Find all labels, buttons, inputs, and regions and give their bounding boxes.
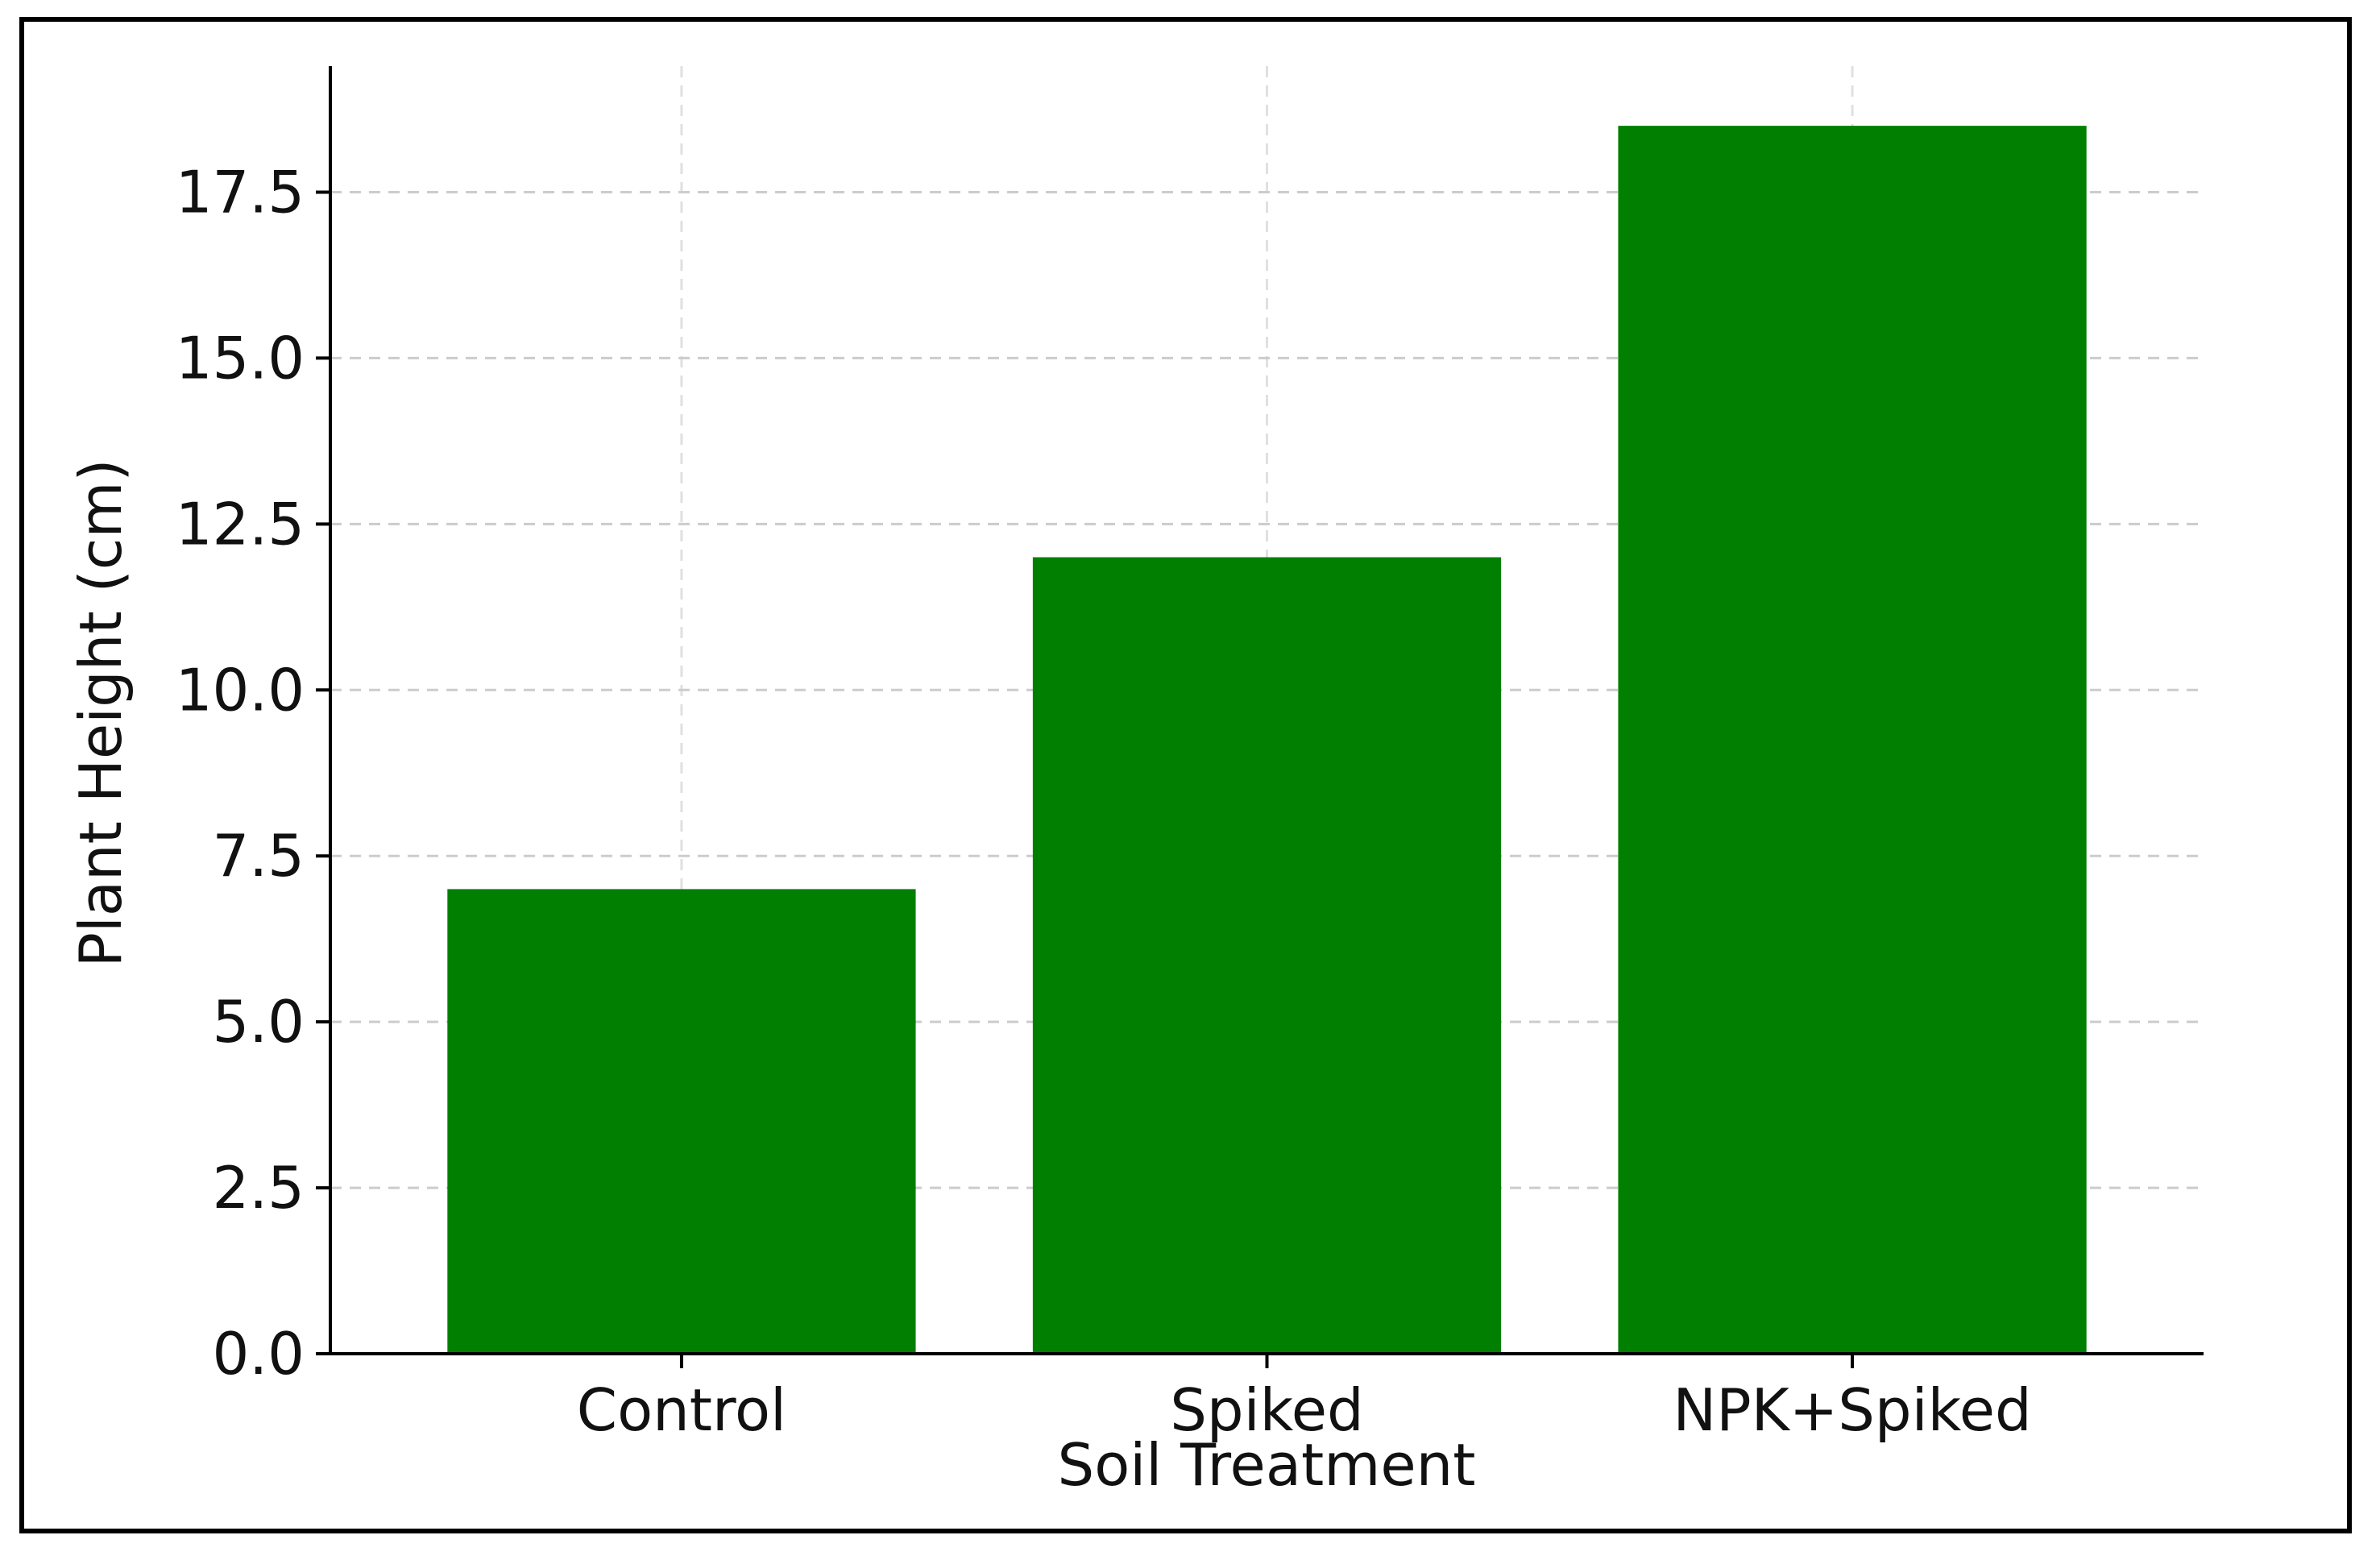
axes-layer [316, 66, 2204, 1368]
bar-npk-spiked [1618, 126, 2087, 1354]
bar-spiked [1032, 557, 1502, 1354]
y-tick-label: 2.5 [212, 1154, 305, 1222]
y-axis-title: Plant Height (cm) [67, 459, 135, 967]
y-tick-label: 10.0 [176, 656, 305, 724]
x-tick-label: Control [577, 1376, 786, 1444]
y-tick-label: 7.5 [212, 822, 305, 890]
y-tick-label: 15.0 [176, 324, 305, 392]
y-tick-label: 5.0 [212, 988, 305, 1056]
y-tick-label: 0.0 [212, 1320, 305, 1388]
x-tick-label: Spiked [1170, 1376, 1364, 1444]
bar-control [447, 889, 916, 1354]
label-layer: 0.0 2.5 5.0 7.5 10.0 12.5 15.0 17.5 Control Spike… [176, 159, 2032, 1444]
x-tick-label: NPK+Spiked [1673, 1376, 2031, 1444]
x-axis-title: Soil Treatment [1057, 1431, 1475, 1499]
bar-layer [447, 126, 2087, 1354]
y-tick-label: 12.5 [176, 490, 305, 558]
y-tick-label: 17.5 [176, 159, 305, 226]
